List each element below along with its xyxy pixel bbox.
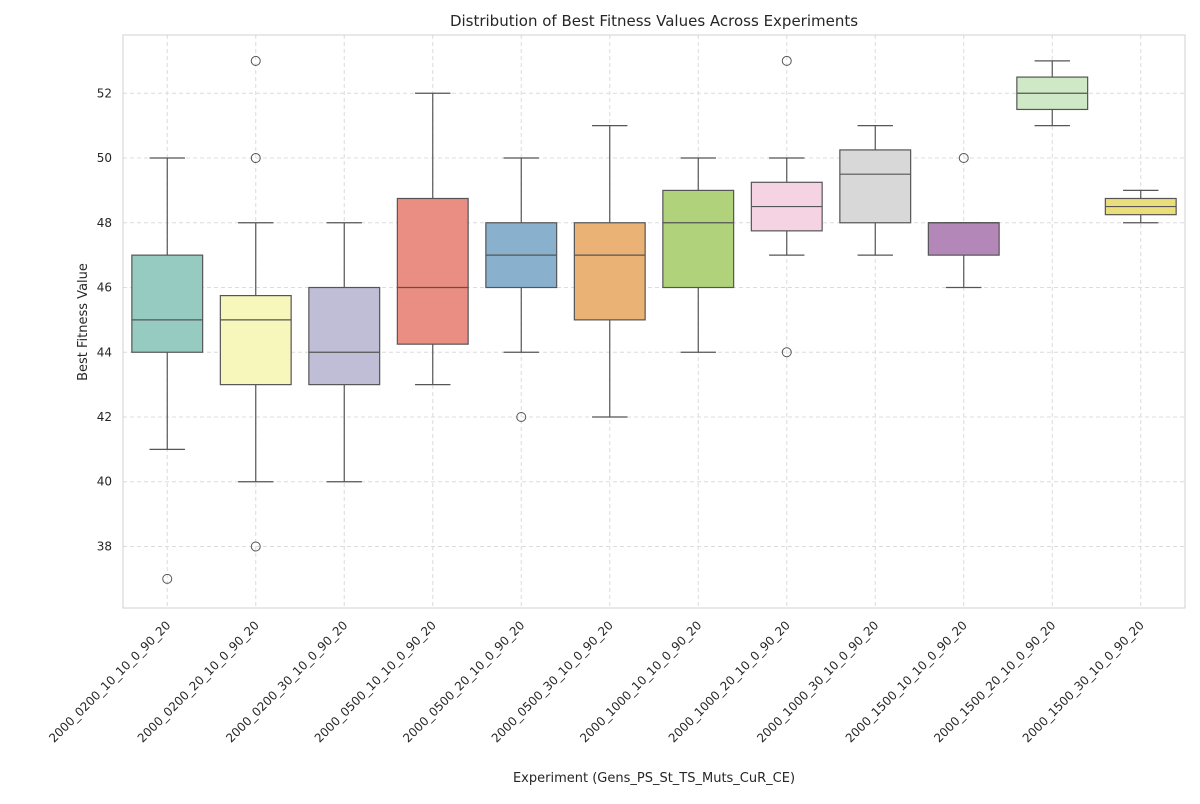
box-iqr xyxy=(131,254,204,353)
box-iqr xyxy=(219,295,292,386)
box-group xyxy=(1104,189,1177,224)
y-tick-label: 38 xyxy=(97,539,112,553)
outlier-point xyxy=(516,412,527,422)
box-group xyxy=(573,125,646,418)
outlier-point xyxy=(250,55,261,66)
y-tick-label: 40 xyxy=(97,475,112,489)
y-tick-label: 46 xyxy=(97,281,112,295)
box-iqr xyxy=(573,222,646,321)
outlier-point xyxy=(250,541,261,552)
y-tick-label: 42 xyxy=(97,410,112,424)
box-group xyxy=(1016,60,1089,127)
outlier-point xyxy=(162,573,173,584)
box-group xyxy=(839,125,912,256)
box-iqr xyxy=(308,286,381,386)
box-iqr xyxy=(927,222,1000,256)
boxes xyxy=(131,55,1177,584)
x-axis-label: Experiment (Gens_PS_St_TS_Muts_CuR_CE) xyxy=(513,771,795,786)
box-group xyxy=(750,55,823,358)
grid-lines xyxy=(123,35,1185,608)
chart-title: Distribution of Best Fitness Values Acro… xyxy=(450,12,858,30)
box-group xyxy=(219,55,292,552)
y-axis-label: Best Fitness Value xyxy=(76,263,91,381)
y-tick-label: 52 xyxy=(97,86,112,100)
y-tick-labels: 38 40 42 44 46 48 50 52 xyxy=(97,86,112,553)
box-group xyxy=(396,92,469,386)
y-tick-label: 50 xyxy=(97,151,112,165)
outlier-point xyxy=(781,55,792,66)
outlier-point xyxy=(250,153,261,164)
box-group xyxy=(485,157,558,422)
box-group xyxy=(131,157,204,584)
outlier-point xyxy=(781,347,792,358)
box-iqr xyxy=(662,189,735,289)
box-iqr xyxy=(396,197,469,345)
plot-frame xyxy=(122,34,1186,609)
box-group xyxy=(308,222,381,483)
box-group xyxy=(662,157,735,353)
y-tick-label: 44 xyxy=(97,345,112,359)
y-tick-label: 48 xyxy=(97,216,112,230)
box-group xyxy=(927,153,1000,289)
box-iqr xyxy=(839,149,912,224)
outlier-point xyxy=(958,153,969,164)
